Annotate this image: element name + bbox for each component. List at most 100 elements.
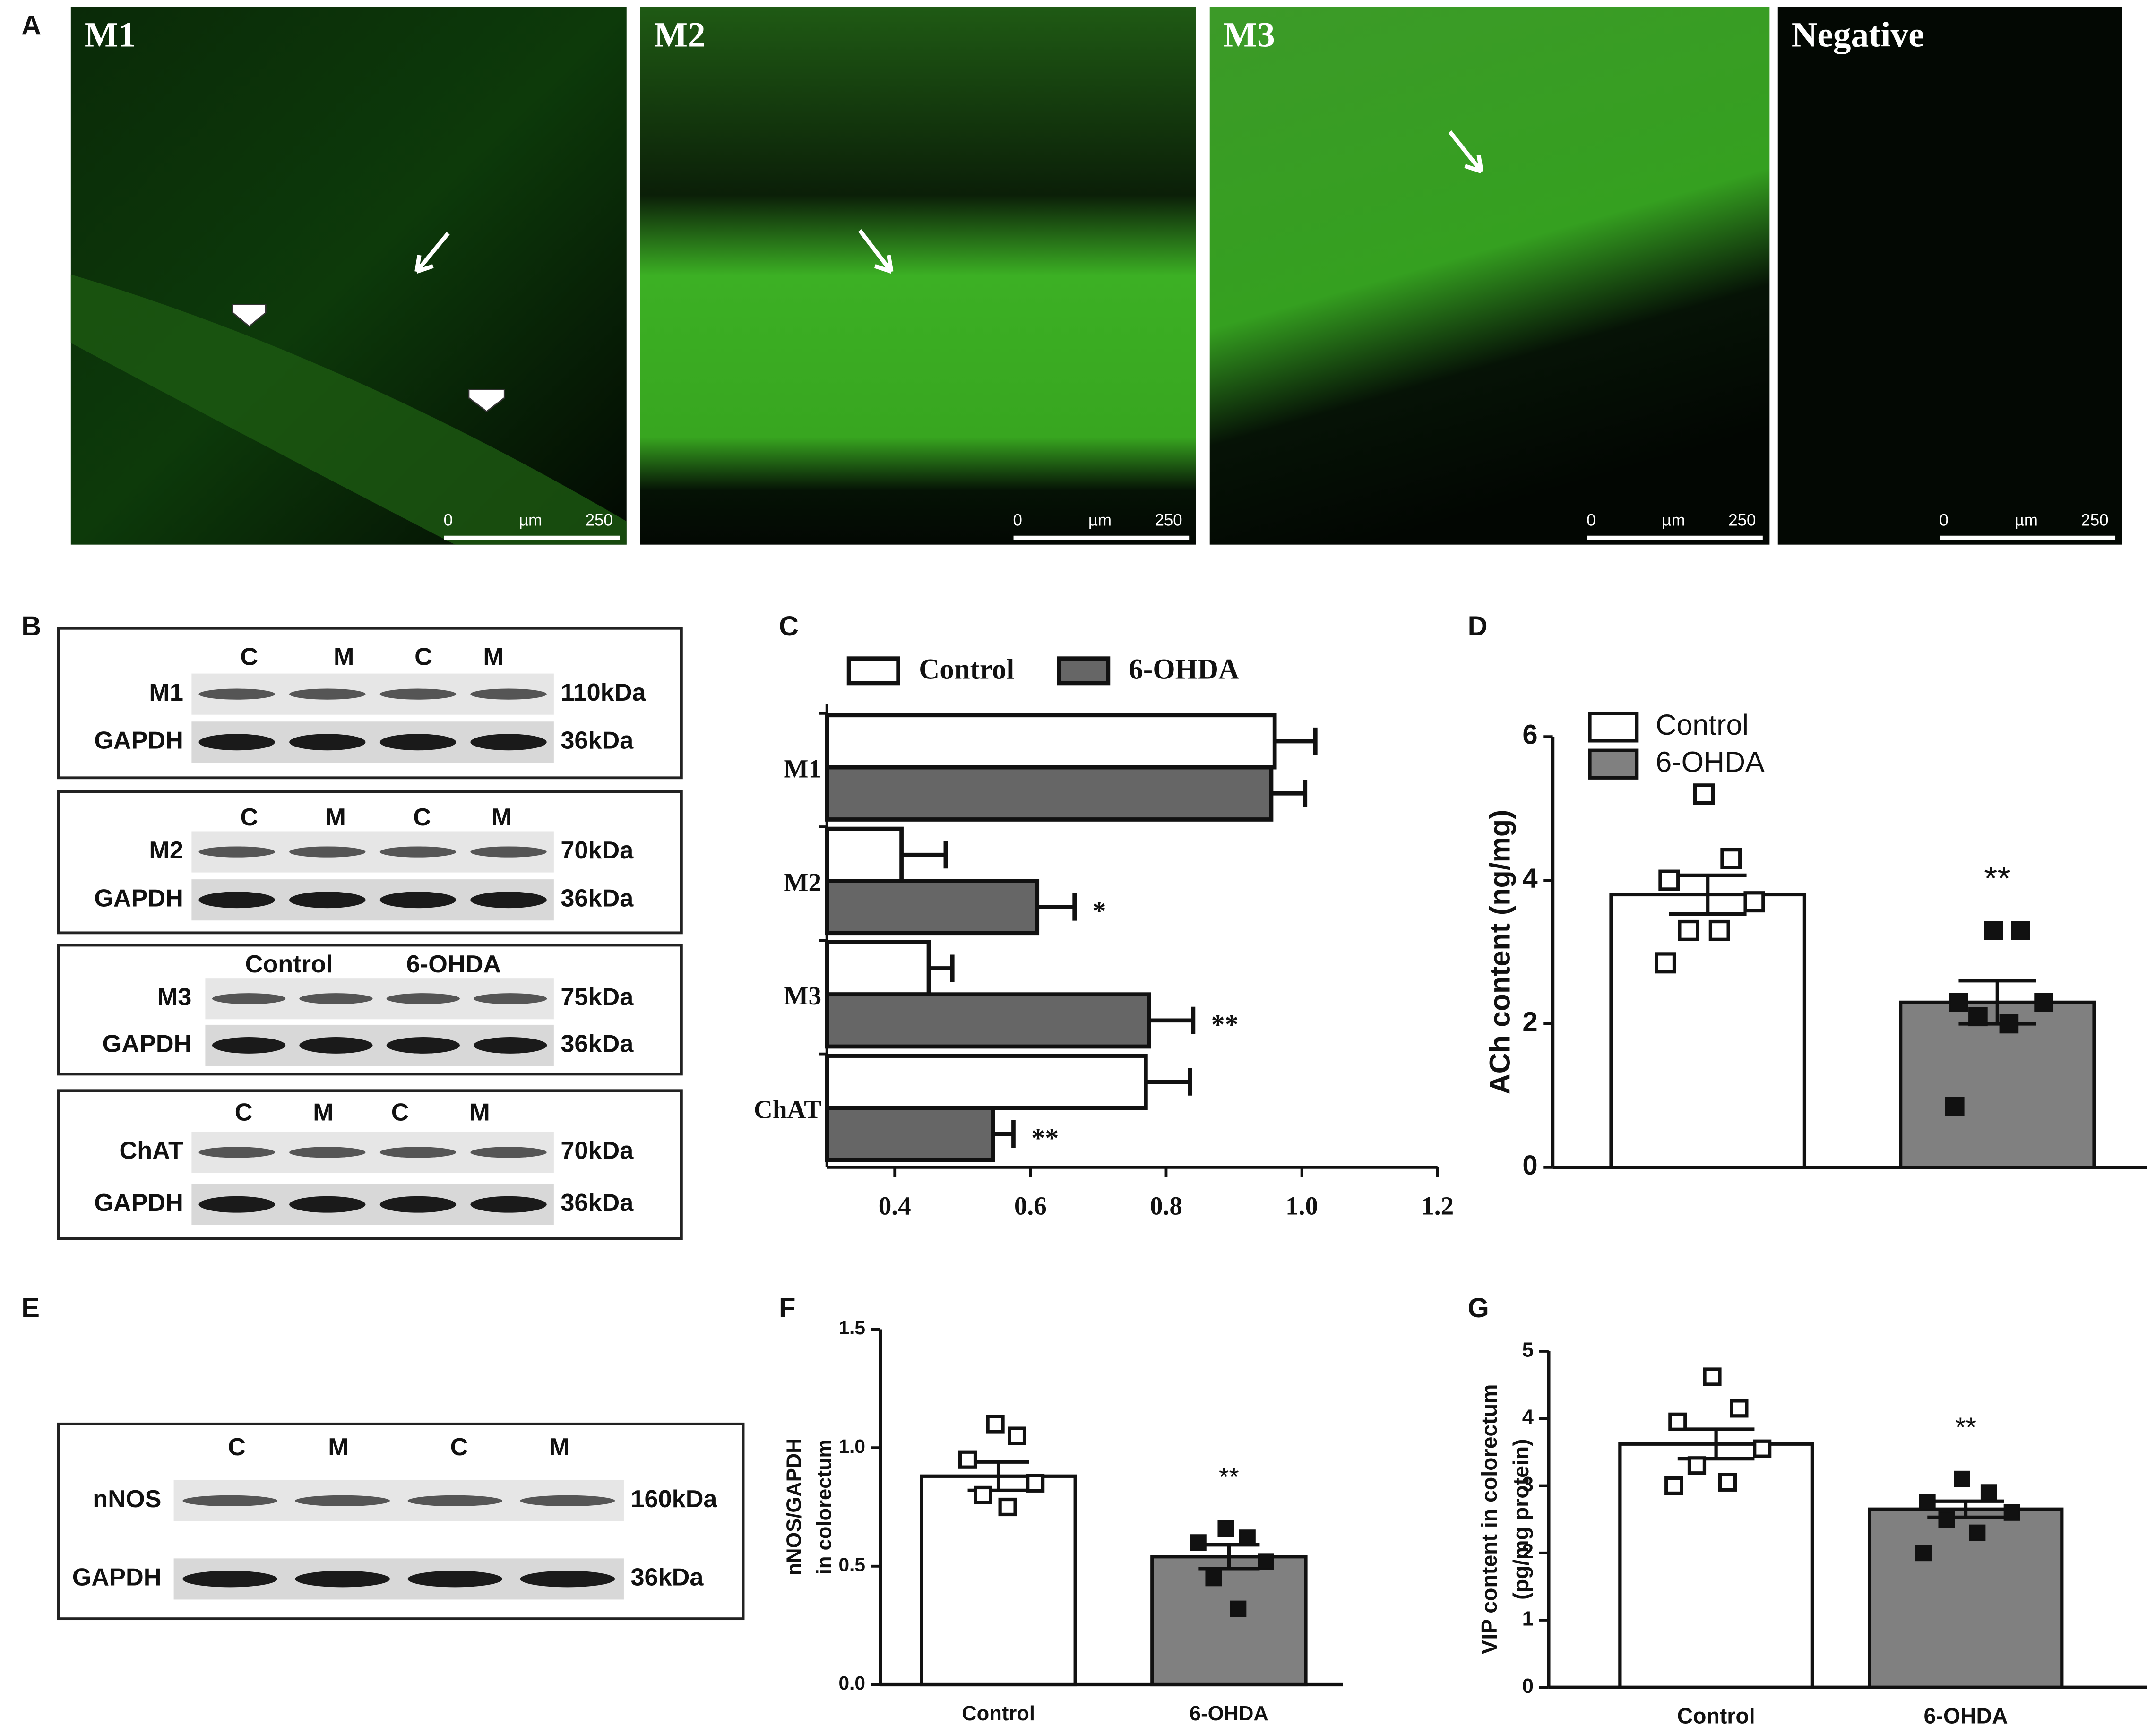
panel-label: G xyxy=(1468,1293,1489,1323)
micrograph-title: M2 xyxy=(654,16,706,55)
blot-band xyxy=(299,993,373,1004)
bar xyxy=(825,879,1040,936)
data-point xyxy=(1664,1476,1683,1495)
panel-label: D xyxy=(1468,611,1488,642)
blot-band xyxy=(474,1037,547,1054)
bar xyxy=(1618,1442,1814,1689)
bar xyxy=(825,765,1274,822)
y-tick-label: 0.0 xyxy=(838,1672,865,1694)
data-point xyxy=(1720,848,1742,869)
panel-label: C xyxy=(779,611,799,642)
blot-band xyxy=(198,734,275,751)
blot-band xyxy=(289,734,366,751)
scale-label: µm xyxy=(1088,511,1112,530)
blot-box xyxy=(57,790,683,935)
row-label: ChAT xyxy=(120,1137,184,1165)
blot-band xyxy=(198,688,275,700)
bar xyxy=(825,1106,995,1162)
blot-band xyxy=(470,688,547,700)
error-bar xyxy=(929,954,955,982)
blot-band xyxy=(520,1495,615,1507)
blot-band xyxy=(212,1037,286,1054)
data-point xyxy=(1239,1529,1256,1546)
size-label: 36kDa xyxy=(561,884,634,912)
data-point xyxy=(1693,783,1715,805)
scale-label: 0 xyxy=(1587,511,1595,530)
y-tick-label: 1 xyxy=(1522,1608,1534,1631)
data-point xyxy=(1919,1494,1936,1511)
annotation: ** xyxy=(1955,1412,1976,1443)
panel-label: A xyxy=(21,10,41,41)
data-point xyxy=(2003,1504,2020,1521)
bar xyxy=(825,992,1151,1049)
data-point xyxy=(958,1450,977,1469)
size-label: 36kDa xyxy=(561,1189,634,1217)
row-label: nNOS xyxy=(93,1485,161,1513)
error-bar xyxy=(1669,873,1747,916)
error-bar xyxy=(1275,727,1318,755)
x-tick-label: 0.6 xyxy=(1014,1192,1047,1220)
blot-band xyxy=(386,1037,460,1054)
category-label: M3 xyxy=(784,981,821,1010)
size-label: 70kDa xyxy=(561,1137,634,1165)
size-label: 36kDa xyxy=(561,727,634,755)
micrograph-title: Negative xyxy=(1792,16,1924,55)
scale-label: 0 xyxy=(1013,511,1022,530)
size-label: 160kDa xyxy=(630,1485,717,1513)
scale-label: µm xyxy=(2015,511,2038,530)
row-label: GAPDH xyxy=(94,884,183,912)
y-tick-label: 2 xyxy=(1522,1540,1534,1563)
lane-label: C xyxy=(228,1434,246,1461)
blot-band xyxy=(289,892,366,909)
bar xyxy=(825,940,931,997)
row-label: GAPDH xyxy=(94,1189,183,1217)
data-point xyxy=(1949,993,1968,1012)
scale-label: µm xyxy=(519,511,542,530)
data-point xyxy=(1954,1470,1970,1487)
scale-label: 250 xyxy=(2081,511,2108,530)
blot-band xyxy=(407,1495,503,1507)
bar xyxy=(825,713,1277,770)
data-point xyxy=(1008,1426,1026,1445)
error-bar xyxy=(1146,1068,1192,1096)
data-point xyxy=(2034,993,2053,1012)
bar xyxy=(1868,1507,2064,1689)
scale-label: 0 xyxy=(1939,511,1948,530)
data-point xyxy=(1984,921,2003,940)
lane-label: C xyxy=(235,1099,253,1126)
lane-label: C xyxy=(240,643,258,670)
lane-label: M xyxy=(313,1099,334,1126)
row-label: M3 xyxy=(157,984,192,1011)
x-tick-label: 0.4 xyxy=(879,1192,911,1220)
data-point xyxy=(1258,1553,1274,1570)
y-tick-label: 0.5 xyxy=(838,1554,865,1576)
blot-band xyxy=(289,688,366,700)
blot-band xyxy=(379,688,457,700)
error-bar xyxy=(901,841,948,869)
blot-band xyxy=(407,1571,503,1588)
data-point xyxy=(1718,1473,1737,1492)
y-axis-title: ACh content (ng/mg) xyxy=(1483,810,1516,1095)
blot-band xyxy=(470,1196,547,1213)
category-label: M1 xyxy=(784,755,821,783)
y-tick-label: 1.0 xyxy=(838,1435,865,1457)
data-point xyxy=(1230,1600,1247,1617)
scale-label: 250 xyxy=(1155,511,1182,530)
data-point xyxy=(1708,919,1730,941)
y-tick-label: 4 xyxy=(1522,863,1537,893)
data-point xyxy=(1999,1014,2019,1034)
lane-label: Control xyxy=(245,951,333,978)
data-point xyxy=(1678,919,1699,941)
blot-band xyxy=(474,993,547,1004)
blot-band xyxy=(289,1147,366,1158)
data-point xyxy=(1945,1097,1965,1116)
x-tick-label: 6-OHDA xyxy=(1190,1702,1268,1725)
row-label: M2 xyxy=(149,837,183,864)
bar xyxy=(1899,1000,2096,1169)
category-label: ChAT xyxy=(754,1095,821,1124)
blot-band xyxy=(379,1147,457,1158)
legend-swatch xyxy=(1056,656,1111,686)
blot-band xyxy=(470,892,547,909)
scale-label: 250 xyxy=(586,511,613,530)
error-bar xyxy=(1037,893,1077,921)
